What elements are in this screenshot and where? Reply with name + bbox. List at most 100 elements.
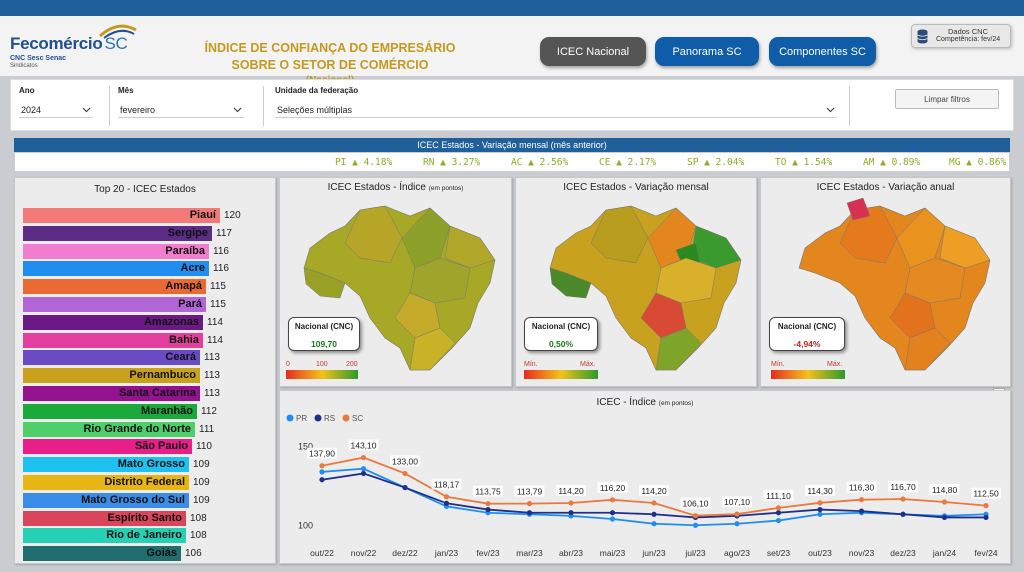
uf-select[interactable]: Seleções múltiplas <box>275 102 837 118</box>
top20-bar-label: Sergipe <box>167 226 208 239</box>
map-indice-panel: ICEC Estados - Índice (em pontos) Nacion… <box>279 177 512 387</box>
data-label: 133,00 <box>392 456 418 466</box>
legend-marker <box>314 414 322 422</box>
top20-bar[interactable] <box>23 457 189 473</box>
top20-bar[interactable] <box>23 279 206 295</box>
brazil-map-indice <box>303 205 496 371</box>
top20-bar[interactable] <box>23 439 192 455</box>
legend-marker <box>342 414 350 422</box>
top20-bar[interactable] <box>23 475 189 490</box>
top20-bar[interactable] <box>23 528 186 544</box>
top20-bar-value: 115 <box>210 281 226 293</box>
data-label-bg <box>722 496 752 508</box>
series-point-rs <box>900 511 906 517</box>
map-legend-gradient <box>524 370 598 379</box>
legend-max: Máx. <box>580 361 596 368</box>
data-label-bg <box>514 485 545 497</box>
series-point-rs <box>485 506 491 513</box>
top20-bar-value: 111 <box>199 423 215 435</box>
top20-bar[interactable] <box>23 297 206 312</box>
top20-bar[interactable] <box>23 350 200 366</box>
ano-select[interactable]: 2024 <box>19 102 93 118</box>
data-label-bg <box>639 484 669 496</box>
series-point-rs <box>817 506 823 513</box>
x-tick-label: mai/23 <box>600 548 626 558</box>
series-point-sc <box>526 501 533 507</box>
ticker-item: PI ▲ 4.18% <box>335 157 393 168</box>
top20-bar-label: Distrito Federal <box>104 476 185 488</box>
top20-bar[interactable] <box>23 225 212 241</box>
top20-bar-label: Espírito Santo <box>107 511 182 524</box>
data-label: 112,50 <box>973 489 999 499</box>
line-chart-title: ICEC - Índice <box>596 397 656 408</box>
x-tick-label: set/23 <box>767 548 790 558</box>
legend-min: Mín. <box>771 361 785 368</box>
top20-bar-value: 114 <box>207 316 223 328</box>
series-point-sc <box>609 497 616 503</box>
series-point-sc <box>319 463 325 469</box>
chevron-down-icon <box>826 107 835 113</box>
kpi-label: Nacional (CNC) <box>294 322 354 331</box>
series-point-sc <box>900 496 906 502</box>
map-legend-gradient <box>771 370 845 379</box>
ticker-item: MG ▲ 0.86% <box>949 157 1007 168</box>
series-point-sc <box>734 511 740 517</box>
top20-bar[interactable] <box>23 243 209 259</box>
kpi-value: 109,70 <box>311 339 337 349</box>
nav-icec-nacional-button[interactable]: ICEC Nacional <box>540 37 646 66</box>
top20-bar-label: Acre <box>180 262 205 275</box>
logo-sc-text: SC <box>104 34 128 53</box>
top20-bar[interactable] <box>23 386 200 401</box>
top20-bar[interactable] <box>23 403 197 419</box>
top20-bar-value: 112 <box>201 405 217 417</box>
series-point-sc <box>568 500 574 506</box>
data-label-bg <box>473 485 503 497</box>
top20-bar[interactable] <box>23 261 209 277</box>
x-tick-label: fev/24 <box>974 548 997 558</box>
data-label-bg <box>971 487 1001 499</box>
series-point-pr <box>360 466 367 472</box>
series-point-rs <box>402 484 408 491</box>
data-source-badge: Dados CNC Competência: fev/24 <box>911 24 1011 48</box>
top20-bar[interactable] <box>23 546 181 562</box>
data-label-bg <box>888 481 918 493</box>
x-tick-label: nov/23 <box>849 548 875 558</box>
legend-min: 0 <box>286 361 290 368</box>
series-point-rs <box>858 508 865 514</box>
data-label-bg <box>763 489 794 501</box>
top20-bar[interactable] <box>23 314 203 330</box>
kpi-nacional-indice: Nacional (CNC) 109,70 <box>288 317 360 351</box>
kpi-label: Nacional (CNC) <box>531 322 591 331</box>
data-label-bg <box>597 481 628 493</box>
top20-bar[interactable] <box>23 368 200 384</box>
top20-bar[interactable] <box>23 208 220 223</box>
top20-bar-value: 109 <box>193 459 210 471</box>
series-point-rs <box>609 510 616 516</box>
top20-bar[interactable] <box>23 492 189 508</box>
ticker-item: SP ▲ 2.04% <box>687 157 745 168</box>
series-point-pr <box>609 516 616 522</box>
clear-filters-button[interactable]: Limpar filtros <box>895 89 999 109</box>
top20-bar-value: 113 <box>204 388 220 399</box>
top20-bar[interactable] <box>23 421 195 437</box>
top20-bar-value: 116 <box>213 263 229 275</box>
ticker-item: CE ▲ 2.17% <box>599 157 657 168</box>
data-label: 106,10 <box>683 499 709 509</box>
title-line2: SOBRE O SETOR DE COMÉRCIO <box>231 58 429 72</box>
dados-competencia: Competência: fev/24 <box>936 36 1001 43</box>
nav-componentes-sc-button[interactable]: Componentes SC <box>769 37 876 66</box>
top20-bar-value: 115 <box>210 299 226 310</box>
data-label-bg <box>348 439 379 451</box>
top20-bar[interactable] <box>23 510 186 526</box>
top20-bar-label: Mato Grosso do Sul <box>81 493 185 506</box>
ticker-item: AM ▲ 0.89% <box>863 157 921 168</box>
nav-panorama-sc-button[interactable]: Panorama SC <box>655 37 759 66</box>
line-chart-title-note: (em pontos) <box>658 400 694 407</box>
top20-bar-value: 109 <box>193 477 210 488</box>
series-point-sc <box>983 503 989 509</box>
mes-select[interactable]: fevereiro <box>118 102 244 118</box>
data-label: 107,10 <box>724 497 750 507</box>
x-tick-label: fev/23 <box>476 548 499 558</box>
legend-entry: PR <box>296 414 307 423</box>
top20-bar[interactable] <box>23 332 203 348</box>
